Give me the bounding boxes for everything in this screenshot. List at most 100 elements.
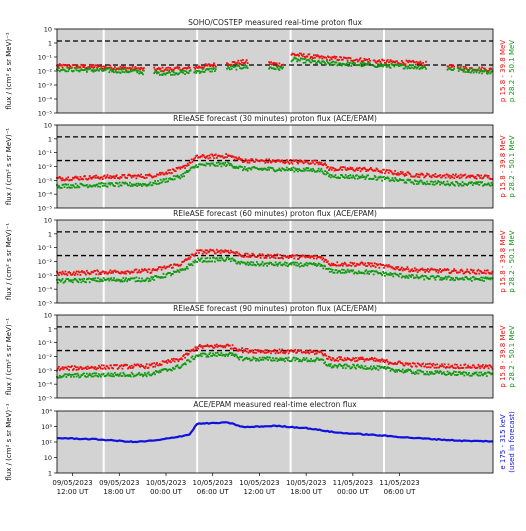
- data-point: [99, 278, 101, 281]
- data-point: [308, 255, 311, 257]
- data-point: [314, 360, 316, 363]
- data-point: [173, 169, 176, 172]
- data-point: [395, 369, 397, 371]
- data-point: [416, 276, 419, 278]
- data-point: [172, 70, 174, 73]
- data-point: [321, 352, 324, 355]
- data-point: [208, 345, 211, 348]
- data-point: [231, 352, 234, 355]
- data-point: [380, 264, 383, 266]
- data-point: [423, 365, 426, 368]
- data-point: [362, 176, 365, 179]
- data-point: [113, 375, 115, 378]
- data-point: [466, 175, 469, 178]
- data-point: [419, 60, 422, 63]
- data-point: [287, 168, 290, 170]
- data-point: [302, 162, 305, 165]
- data-point: [160, 276, 163, 278]
- data-point: [84, 175, 86, 177]
- data-point: [304, 358, 307, 361]
- data-point: [129, 70, 131, 73]
- data-point: [482, 364, 484, 366]
- data-point: [279, 351, 282, 354]
- data-point: [458, 278, 461, 280]
- data-point: [313, 257, 315, 260]
- data-point: [273, 253, 276, 256]
- data-point: [447, 363, 450, 366]
- data-point: [184, 268, 186, 271]
- data-point: [83, 66, 85, 68]
- data-point: [381, 64, 383, 66]
- data-point: [78, 367, 81, 370]
- data-point: [292, 166, 295, 169]
- data-point: [234, 260, 237, 262]
- data-point: [365, 358, 368, 361]
- data-point: [222, 259, 225, 261]
- data-point: [115, 279, 117, 282]
- data-point: [214, 70, 216, 72]
- data-point: [105, 175, 108, 178]
- data-point: [442, 365, 445, 368]
- data-point: [427, 363, 429, 365]
- data-point: [394, 170, 397, 172]
- data-point: [151, 278, 154, 280]
- data-point: [314, 350, 317, 353]
- data-point: [185, 258, 187, 261]
- data-point: [268, 61, 270, 64]
- data-point: [229, 155, 232, 157]
- data-point: [230, 354, 233, 356]
- data-point: [461, 277, 464, 279]
- data-point: [387, 367, 390, 369]
- data-point: [409, 270, 412, 273]
- data-point: [59, 280, 62, 283]
- data-point: [259, 257, 262, 259]
- data-point: [84, 64, 86, 67]
- data-point: [457, 70, 460, 72]
- data-point: [398, 179, 400, 182]
- data-point: [98, 373, 100, 375]
- data-point: [381, 366, 383, 369]
- data-point: [185, 353, 187, 355]
- data-point: [473, 366, 476, 369]
- data-point: [402, 371, 405, 374]
- data-point: [143, 183, 146, 185]
- data-point: [434, 180, 437, 183]
- data-point: [162, 266, 165, 269]
- data-point: [317, 55, 320, 58]
- data-point: [188, 66, 191, 69]
- data-point: [407, 277, 410, 279]
- data-point: [281, 264, 284, 267]
- data-point: [447, 269, 450, 271]
- data-point: [340, 63, 342, 65]
- data-point: [240, 349, 242, 352]
- data-point: [313, 169, 315, 172]
- data-point: [151, 373, 154, 376]
- data-point: [108, 177, 111, 179]
- data-point: [415, 268, 418, 271]
- data-point: [333, 271, 336, 274]
- data-point: [419, 364, 422, 367]
- data-point: [298, 360, 300, 363]
- data-point: [358, 365, 361, 368]
- data-point: [214, 345, 217, 348]
- data-point: [386, 360, 389, 363]
- data-point: [307, 262, 310, 265]
- data-point: [454, 374, 456, 376]
- data-point: [394, 371, 397, 373]
- data-point: [169, 360, 171, 362]
- data-point: [484, 372, 487, 375]
- data-point: [383, 367, 385, 370]
- data-point: [193, 71, 196, 74]
- data-point: [238, 261, 241, 264]
- data-point: [320, 167, 323, 170]
- data-point: [312, 263, 314, 266]
- data-point: [100, 69, 103, 72]
- data-point: [218, 257, 221, 260]
- data-point: [86, 365, 89, 368]
- data-point: [463, 272, 466, 275]
- data-point: [415, 67, 418, 70]
- data-point: [237, 158, 240, 161]
- data-point: [424, 271, 426, 273]
- data-point: [289, 169, 292, 171]
- data-point: [329, 268, 332, 270]
